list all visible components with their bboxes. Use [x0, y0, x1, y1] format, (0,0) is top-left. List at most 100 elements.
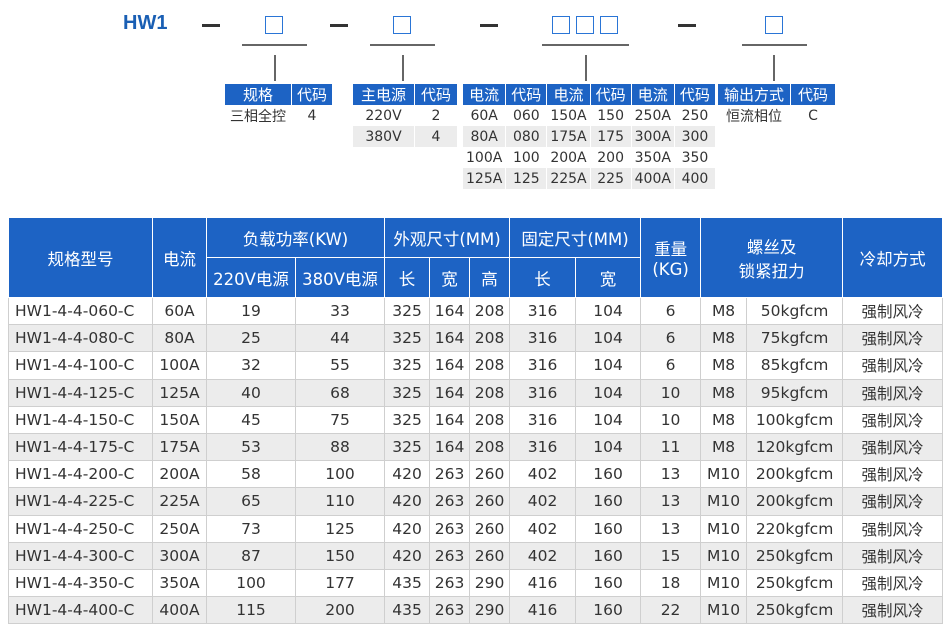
table-row: HW1-4-4-200-C 200A 58 100 420 263 260 402 160 13 M…: [8, 460, 944, 489]
cell-screw: M8: [700, 296, 748, 326]
code-header: 代码: [589, 84, 632, 105]
connector-line: [402, 55, 404, 81]
cell-screw: M8: [700, 378, 748, 407]
cell-power-380v: 150: [294, 541, 386, 570]
weight-line1: 重量: [654, 240, 688, 259]
cell-height: 208: [469, 378, 511, 407]
model-prefix: HW1: [123, 12, 168, 34]
cell-cooling: 强制风冷: [842, 432, 944, 462]
separator-dash: [678, 24, 696, 27]
current-header: 电流: [630, 84, 675, 105]
cell-length: 420: [384, 460, 431, 489]
cell-current: 100A: [152, 351, 207, 380]
cell-mount-width: 104: [575, 378, 642, 407]
cell-model: HW1-4-4-300-C: [8, 541, 153, 570]
cell-weight: 11: [640, 432, 702, 462]
spec-code-table: 规格 代码 三相全控 4: [224, 84, 332, 126]
cell-width: 164: [429, 432, 471, 462]
table-row: HW1-4-4-300-C 300A 87 150 420 263 260 402 160 15 M…: [8, 541, 944, 570]
cell-mount-length: 316: [509, 378, 577, 407]
code-box: [265, 16, 283, 34]
cell-width: 164: [429, 324, 471, 353]
header-height: 高: [469, 257, 511, 298]
table-row: HW1-4-4-400-C 400A 115 200 435 263 290 416 160 22…: [8, 596, 944, 625]
cell-power-220v: 100: [206, 568, 296, 598]
power-code-table: 主电源 代码 220V 2 380V 4: [352, 84, 457, 147]
cell-power-220v: 19: [206, 296, 296, 326]
spec-header: 规格: [224, 84, 292, 105]
cell-cooling: 强制风冷: [842, 487, 944, 516]
cell-current: 200A: [152, 460, 207, 489]
separator-dash: [202, 24, 220, 27]
spec-table-body: HW1-4-4-060-C 60A 19 33 325 164 208 316 104 6 M8 50…: [8, 296, 944, 625]
table-row: HW1-4-4-100-C 100A 32 55 325 164 208 316 104 6 M8 8…: [8, 351, 944, 380]
table-row: HW1-4-4-080-C 80A 25 44 325 164 208 316 104 6 M8 75…: [8, 324, 944, 353]
cell-length: 325: [384, 351, 431, 380]
cell-screw: M10: [700, 460, 748, 489]
header-load-power: 负载功率(KW): [205, 217, 386, 258]
cell-mount-width: 160: [575, 541, 642, 570]
cell-model: HW1-4-4-200-C: [8, 460, 153, 489]
cell-model: HW1-4-4-100-C: [8, 351, 153, 380]
cell-current: 175A: [152, 432, 207, 462]
cell-mount-length: 402: [509, 487, 577, 516]
cell-power-380v: 100: [294, 460, 386, 489]
cell-model: HW1-4-4-175-C: [8, 432, 153, 462]
cell-height: 208: [469, 296, 511, 326]
cell-length: 325: [384, 324, 431, 353]
cell-torque: 85kgfcm: [746, 351, 844, 380]
cell-screw: M10: [700, 568, 748, 598]
table-row: HW1-4-4-125-C 125A 40 68 325 164 208 316 104 10 M8…: [8, 378, 944, 407]
code-box: [765, 16, 783, 34]
code-value: 300: [673, 126, 715, 147]
cell-cooling: 强制风冷: [842, 541, 944, 570]
cell-torque: 100kgfcm: [746, 405, 844, 434]
cell-torque: 250kgfcm: [746, 596, 844, 625]
spec-value: 三相全控: [224, 105, 292, 126]
header-cooling: 冷却方式: [842, 217, 944, 298]
cell-width: 263: [429, 596, 471, 625]
cell-mount-length: 316: [509, 351, 577, 380]
power-header: 主电源: [352, 84, 415, 105]
current-header: 电流: [461, 84, 506, 105]
underline: [242, 44, 307, 46]
cell-mount-length: 316: [509, 324, 577, 353]
cell-power-220v: 45: [206, 405, 296, 434]
cell-cooling: 强制风冷: [842, 296, 944, 326]
cell-length: 420: [384, 541, 431, 570]
cell-mount-width: 160: [575, 487, 642, 516]
cell-model: HW1-4-4-225-C: [8, 487, 153, 516]
cell-width: 164: [429, 351, 471, 380]
cell-power-220v: 73: [206, 514, 296, 543]
header-mount-width: 宽: [575, 257, 642, 298]
cell-torque: 50kgfcm: [746, 296, 844, 326]
cell-mount-width: 160: [575, 596, 642, 625]
cell-power-220v: 58: [206, 460, 296, 489]
separator-dash: [330, 24, 348, 27]
cell-mount-length: 316: [509, 296, 577, 326]
cell-length: 435: [384, 596, 431, 625]
code-header: 代码: [790, 84, 835, 105]
current-value: 350A: [630, 147, 675, 168]
cell-weight: 18: [640, 568, 702, 598]
cell-width: 263: [429, 541, 471, 570]
cell-power-380v: 68: [294, 378, 386, 407]
cell-current: 150A: [152, 405, 207, 434]
code-value: 4: [414, 126, 457, 147]
code-box: [393, 16, 411, 34]
cell-weight: 13: [640, 487, 702, 516]
code-value: 225: [589, 168, 632, 189]
cell-mount-length: 402: [509, 514, 577, 543]
current-value: 200A: [546, 147, 591, 168]
cell-cooling: 强制风冷: [842, 378, 944, 407]
header-weight: 重量 (KG): [640, 217, 702, 298]
output-header: 输出方式: [717, 84, 791, 105]
cell-model: HW1-4-4-080-C: [8, 324, 153, 353]
header-220v: 220V电源: [206, 257, 296, 298]
cell-mount-width: 160: [575, 514, 642, 543]
cell-width: 263: [429, 514, 471, 543]
cell-power-380v: 125: [294, 514, 386, 543]
cell-width: 164: [429, 296, 471, 326]
current-value: 225A: [546, 168, 591, 189]
code-value: 125: [505, 168, 547, 189]
